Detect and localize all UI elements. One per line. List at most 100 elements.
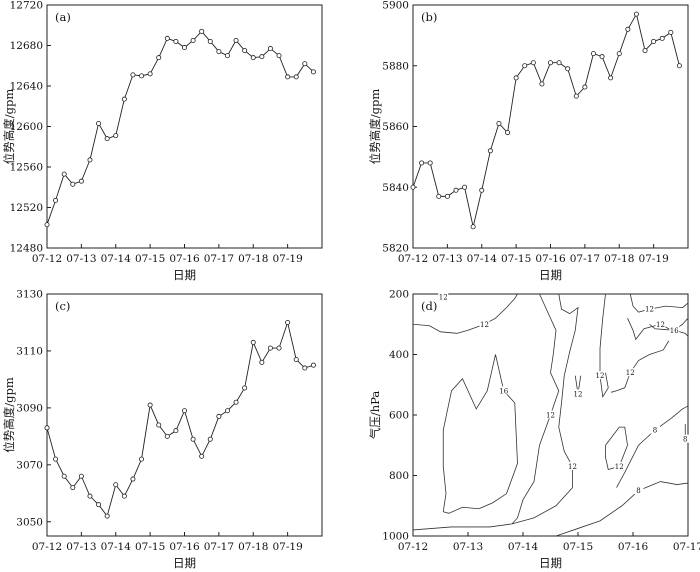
contour-label: 8 — [636, 487, 640, 495]
x-axis-label: 日期 — [539, 556, 562, 570]
y-tick-label: 3110 — [16, 345, 43, 357]
data-point — [190, 37, 196, 43]
y-tick-label: 3070 — [16, 459, 43, 471]
data-point — [181, 408, 187, 414]
data-point — [276, 345, 282, 351]
data-point — [113, 482, 119, 488]
data-point — [156, 55, 162, 61]
data-point — [44, 222, 50, 228]
contour-label: 8 — [653, 427, 657, 435]
y-axis-label: 位势高度/gpm — [368, 89, 382, 165]
contour-label-bg — [573, 389, 583, 398]
data-point — [173, 38, 179, 44]
data-point — [668, 29, 674, 35]
x-tick-label: 07-15 — [501, 253, 531, 265]
y-tick-label: 12720 — [10, 0, 43, 12]
y-tick-label: 600 — [389, 410, 409, 422]
data-point — [70, 485, 76, 491]
x-tick-label: 07-14 — [101, 541, 132, 553]
x-tick-label: 07-13 — [66, 541, 96, 553]
y-axis-label: 气压/hPa — [368, 391, 382, 440]
contour-label: 12 — [626, 369, 635, 377]
data-point — [87, 157, 93, 163]
x-tick-label: 07-19 — [272, 253, 302, 265]
data-point — [233, 37, 239, 43]
contour-line — [412, 293, 579, 531]
data-point — [505, 130, 511, 136]
data-point — [53, 197, 59, 203]
x-tick-label: 07-16 — [169, 253, 200, 265]
contour-label-bg — [595, 371, 605, 380]
data-point — [310, 362, 316, 368]
y-tick-label: 3050 — [16, 516, 43, 528]
data-point — [548, 60, 554, 66]
contour-label-bg — [680, 434, 691, 443]
data-point — [199, 453, 205, 459]
data-point — [479, 187, 485, 193]
data-point — [121, 493, 127, 499]
contour-label: 12 — [596, 372, 605, 380]
data-point — [233, 399, 239, 405]
data-point — [590, 51, 596, 57]
data-point — [496, 120, 502, 126]
data-point — [164, 35, 170, 41]
contour-label: 12 — [574, 390, 583, 398]
contour-line — [629, 293, 689, 313]
data-point — [573, 93, 579, 99]
data-point — [302, 365, 308, 371]
contour-label: 16 — [499, 387, 508, 395]
data-point — [207, 436, 213, 442]
contour-label-bg — [655, 319, 666, 328]
x-axis-label: 日期 — [173, 268, 196, 282]
contour-label: 12 — [480, 321, 489, 329]
contour-line — [610, 340, 670, 393]
x-tick-label: 07-13 — [432, 253, 462, 265]
series-line — [46, 320, 314, 518]
data-point — [78, 178, 84, 184]
y-tick-label: 12560 — [10, 162, 43, 174]
contour-label: 12 — [656, 321, 665, 329]
data-point — [44, 425, 50, 431]
x-tick-label: 07-15 — [135, 253, 165, 265]
data-point — [633, 11, 639, 17]
contour-label: 8 — [683, 436, 687, 444]
data-point — [61, 171, 67, 177]
data-point — [436, 193, 442, 199]
data-point — [659, 35, 665, 41]
x-tick-label: 07-14 — [508, 541, 539, 553]
contour-line — [442, 354, 518, 514]
contour-label-bg — [650, 425, 660, 434]
data-point — [651, 38, 657, 44]
data-point — [599, 54, 605, 60]
data-point — [642, 48, 648, 54]
x-tick-label: 07-14 — [101, 253, 132, 265]
data-point — [181, 45, 187, 51]
x-tick-label: 07-14 — [467, 253, 498, 265]
data-point — [462, 184, 468, 190]
contour-line — [511, 293, 560, 525]
y-tick-label: 5820 — [382, 243, 409, 255]
panel-3: 07-12 07-13 07-14 07-15 07-16 07-17 200 400 600 8… — [368, 289, 700, 571]
data-point — [267, 46, 273, 52]
contour-label: 12 — [645, 306, 654, 314]
data-point — [310, 69, 316, 75]
x-tick-label: 07-17 — [673, 541, 700, 553]
x-tick-label: 07-16 — [535, 253, 566, 265]
data-point — [104, 513, 110, 519]
data-point — [216, 413, 222, 419]
data-point — [582, 84, 588, 90]
data-point — [216, 49, 222, 55]
data-point — [539, 81, 545, 87]
contour-label-bg — [479, 319, 490, 328]
x-tick-label: 07-17 — [204, 253, 234, 265]
plot-frame — [412, 4, 689, 249]
data-point — [302, 61, 308, 67]
data-point — [293, 74, 299, 80]
data-point — [616, 51, 622, 57]
contour-label-bg — [625, 368, 636, 377]
contour-label-bg — [644, 304, 655, 313]
y-tick-label: 400 — [389, 349, 409, 361]
series-line — [412, 12, 680, 227]
data-point — [285, 74, 291, 80]
contour-label: 12 — [568, 463, 577, 471]
